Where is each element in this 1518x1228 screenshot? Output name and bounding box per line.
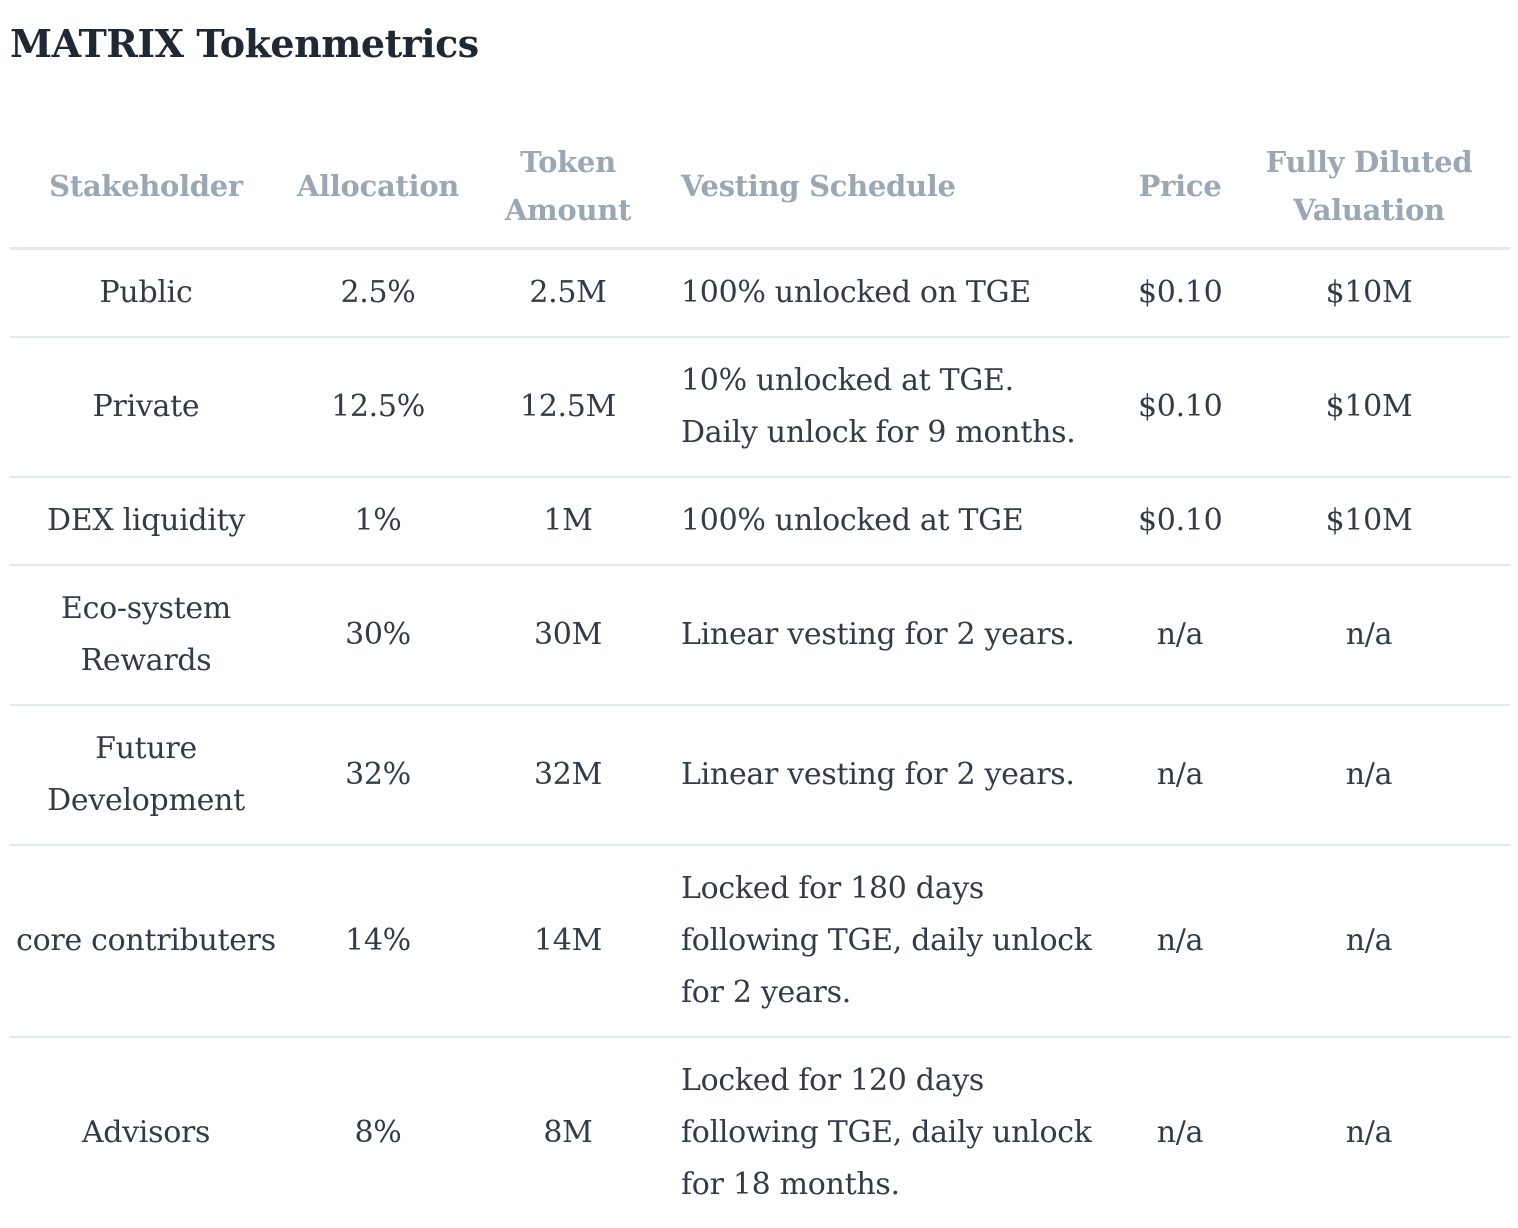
cell-allocation: 14%	[282, 845, 474, 1037]
cell-fdv: n/a	[1228, 1037, 1510, 1228]
header-stakeholder: Stakeholder	[10, 125, 282, 249]
cell-allocation: 1%	[282, 477, 474, 565]
header-allocation: Allocation	[282, 125, 474, 249]
cell-stakeholder: core contributers	[10, 845, 282, 1037]
cell-fdv: $10M	[1228, 249, 1510, 338]
cell-allocation: 30%	[282, 565, 474, 705]
cell-fdv: $10M	[1228, 337, 1510, 477]
cell-price: n/a	[1132, 705, 1228, 845]
cell-token-amount: 2.5M	[474, 249, 662, 338]
cell-allocation: 8%	[282, 1037, 474, 1228]
vesting-line-2: Daily unlock for 9 months.	[681, 407, 1126, 459]
table-row: Eco-system Rewards 30% 30M Linear vestin…	[10, 565, 1510, 705]
cell-price: $0.10	[1132, 249, 1228, 338]
table-row: DEX liquidity 1% 1M 100% unlocked at TGE…	[10, 477, 1510, 565]
cell-stakeholder: DEX liquidity	[10, 477, 282, 565]
cell-vesting-schedule: 10% unlocked at TGE. Daily unlock for 9 …	[662, 337, 1132, 477]
table-row: Future Development 32% 32M Linear vestin…	[10, 705, 1510, 845]
cell-vesting-schedule: Linear vesting for 2 years.	[662, 565, 1132, 705]
cell-token-amount: 12.5M	[474, 337, 662, 477]
header-row: Stakeholder Allocation Token Amount Vest…	[10, 125, 1510, 249]
tokenomics-table: Stakeholder Allocation Token Amount Vest…	[10, 125, 1510, 1228]
table-row: Public 2.5% 2.5M 100% unlocked on TGE $0…	[10, 249, 1510, 338]
cell-fdv: n/a	[1228, 845, 1510, 1037]
cell-token-amount: 8M	[474, 1037, 662, 1228]
cell-price: n/a	[1132, 1037, 1228, 1228]
cell-vesting-schedule: Linear vesting for 2 years.	[662, 705, 1132, 845]
cell-stakeholder: Public	[10, 249, 282, 338]
cell-price: n/a	[1132, 565, 1228, 705]
cell-allocation: 32%	[282, 705, 474, 845]
cell-vesting-schedule: Locked for 180 days following TGE, daily…	[662, 845, 1132, 1037]
table-body: Public 2.5% 2.5M 100% unlocked on TGE $0…	[10, 249, 1510, 1228]
header-price: Price	[1132, 125, 1228, 249]
header-vesting-schedule: Vesting Schedule	[662, 125, 1132, 249]
table-row: Advisors 8% 8M Locked for 120 days follo…	[10, 1037, 1510, 1228]
vesting-line-1: 10% unlocked at TGE.	[681, 355, 1126, 407]
cell-token-amount: 14M	[474, 845, 662, 1037]
cell-vesting-schedule: Locked for 120 days following TGE, daily…	[662, 1037, 1132, 1228]
cell-token-amount: 30M	[474, 565, 662, 705]
cell-stakeholder: Advisors	[10, 1037, 282, 1228]
cell-stakeholder: Private	[10, 337, 282, 477]
header-fully-diluted-valuation: Fully Diluted Valuation	[1228, 125, 1510, 249]
cell-vesting-schedule: 100% unlocked at TGE	[662, 477, 1132, 565]
cell-price: $0.10	[1132, 477, 1228, 565]
header-token-amount: Token Amount	[474, 125, 662, 249]
table-header: Stakeholder Allocation Token Amount Vest…	[10, 125, 1510, 249]
cell-stakeholder: Future Development	[10, 705, 282, 845]
cell-fdv: n/a	[1228, 565, 1510, 705]
cell-allocation: 2.5%	[282, 249, 474, 338]
cell-allocation: 12.5%	[282, 337, 474, 477]
cell-price: $0.10	[1132, 337, 1228, 477]
table-row: core contributers 14% 14M Locked for 180…	[10, 845, 1510, 1037]
cell-fdv: n/a	[1228, 705, 1510, 845]
cell-fdv: $10M	[1228, 477, 1510, 565]
cell-vesting-schedule: 100% unlocked on TGE	[662, 249, 1132, 338]
table-row: Private 12.5% 12.5M 10% unlocked at TGE.…	[10, 337, 1510, 477]
cell-token-amount: 1M	[474, 477, 662, 565]
cell-stakeholder: Eco-system Rewards	[10, 565, 282, 705]
cell-price: n/a	[1132, 845, 1228, 1037]
cell-token-amount: 32M	[474, 705, 662, 845]
page-title: MATRIX Tokenmetrics	[10, 18, 479, 70]
